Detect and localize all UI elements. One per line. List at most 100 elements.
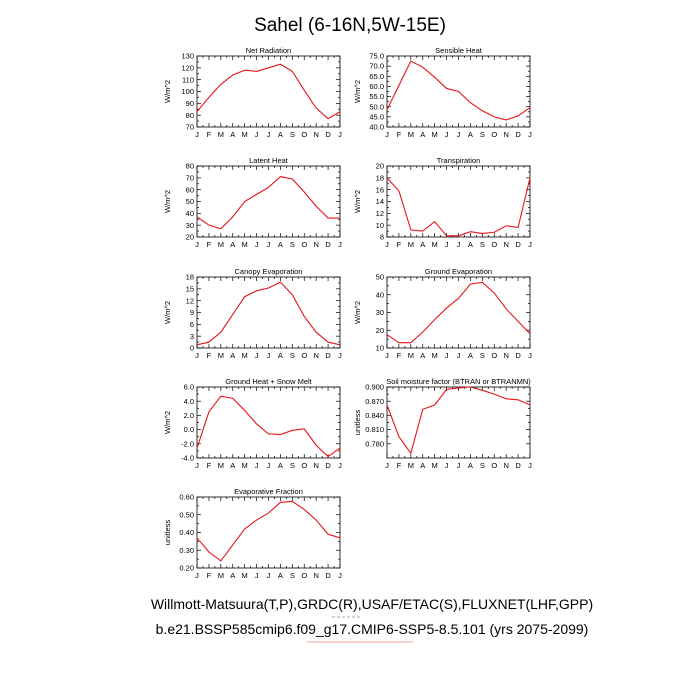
x-tick-label: F <box>397 461 402 470</box>
x-tick-label: A <box>278 461 283 470</box>
series-line <box>196 63 341 120</box>
x-tick-label: O <box>491 130 497 139</box>
x-tick-label: A <box>230 571 235 580</box>
x-tick-label: J <box>338 130 342 139</box>
x-tick-label: S <box>290 461 295 470</box>
x-tick-label: J <box>267 351 271 360</box>
y-tick-label: 70 <box>186 123 194 132</box>
x-tick-label: M <box>218 240 224 249</box>
x-tick-label: N <box>313 130 318 139</box>
x-tick-label: D <box>515 130 521 139</box>
x-tick-label: M <box>242 130 248 139</box>
panel-title: Sensible Heat <box>435 46 483 55</box>
x-tick-label: J <box>255 130 259 139</box>
x-tick-label: A <box>468 461 473 470</box>
y-tick-label: 110 <box>182 75 194 84</box>
x-tick-label: J <box>338 351 342 360</box>
x-tick-label: D <box>325 571 331 580</box>
series-line <box>386 386 531 455</box>
x-tick-label: M <box>432 240 438 249</box>
y-tick-label: 3 <box>190 332 194 341</box>
x-tick-label: J <box>385 130 389 139</box>
x-tick-label: F <box>207 130 212 139</box>
panel-title: Transpiration <box>437 156 481 165</box>
series-line <box>386 177 531 237</box>
x-tick-label: M <box>218 130 224 139</box>
plot-frame <box>196 496 341 569</box>
x-tick-label: J <box>267 571 271 580</box>
x-tick-label: J <box>267 130 271 139</box>
x-tick-label: J <box>255 461 259 470</box>
x-tick-label: F <box>207 571 212 580</box>
x-tick-label: M <box>432 461 438 470</box>
x-tick-label: J <box>267 240 271 249</box>
x-tick-label: M <box>432 130 438 139</box>
x-tick-label: F <box>397 351 402 360</box>
y-tick-label: 0.40 <box>179 528 194 537</box>
y-tick-label: 10 <box>376 344 384 353</box>
y-axis-label: W/m^2 <box>163 80 172 103</box>
x-tick-label: A <box>468 240 473 249</box>
y-tick-label: 80 <box>186 111 194 120</box>
x-tick-label: F <box>207 351 212 360</box>
plot-frame <box>386 386 531 459</box>
x-tick-label: S <box>290 571 295 580</box>
x-tick-label: J <box>195 461 199 470</box>
panel-title: Latent Heat <box>249 156 289 165</box>
x-tick-label: J <box>457 130 461 139</box>
y-tick-label: 0.30 <box>179 546 194 555</box>
x-tick-label: J <box>255 571 259 580</box>
x-tick-label: J <box>445 351 449 360</box>
x-tick-label: J <box>385 240 389 249</box>
x-tick-label: J <box>338 240 342 249</box>
series-line <box>196 395 341 458</box>
y-tick-label: 4.0 <box>184 397 194 406</box>
x-tick-label: S <box>480 461 485 470</box>
x-tick-label: J <box>195 130 199 139</box>
y-axis-label: W/m^2 <box>163 301 172 324</box>
panel-title: Ground Heat + Snow Melt <box>225 377 312 386</box>
y-tick-label: 20 <box>376 326 384 335</box>
y-tick-label: 6 <box>190 320 194 329</box>
x-tick-label: N <box>503 461 508 470</box>
x-tick-label: J <box>255 351 259 360</box>
y-tick-label: 20 <box>186 233 194 242</box>
x-tick-label: M <box>408 240 414 249</box>
y-tick-label: 0.50 <box>179 510 194 519</box>
x-tick-label: N <box>313 571 318 580</box>
x-tick-label: J <box>195 351 199 360</box>
x-tick-label: J <box>528 461 532 470</box>
y-tick-label: 18 <box>186 273 194 282</box>
x-tick-label: A <box>420 351 425 360</box>
series-line <box>196 176 340 230</box>
y-tick-label: 130 <box>181 52 194 61</box>
x-tick-label: A <box>278 351 283 360</box>
y-axis-label: W/m^2 <box>353 190 362 213</box>
x-tick-label: D <box>325 461 331 470</box>
y-tick-label: 0.780 <box>365 439 384 448</box>
x-tick-label: O <box>301 351 307 360</box>
x-tick-label: S <box>480 130 485 139</box>
x-tick-label: D <box>325 351 331 360</box>
x-tick-label: M <box>242 351 248 360</box>
x-tick-label: O <box>301 240 307 249</box>
y-tick-label: 18 <box>376 173 384 182</box>
x-tick-label: S <box>290 130 295 139</box>
x-tick-label: J <box>445 461 449 470</box>
plot-frame <box>386 276 531 349</box>
y-tick-label: 90 <box>186 99 194 108</box>
x-tick-label: N <box>503 240 508 249</box>
y-tick-label: 14 <box>376 197 384 206</box>
x-tick-label: J <box>528 240 532 249</box>
y-tick-label: 0 <box>190 344 194 353</box>
y-tick-label: 50 <box>376 273 384 282</box>
y-axis-label: W/m^2 <box>163 190 172 213</box>
y-tick-label: 30 <box>186 221 194 230</box>
x-tick-label: A <box>420 130 425 139</box>
x-tick-label: A <box>278 240 283 249</box>
